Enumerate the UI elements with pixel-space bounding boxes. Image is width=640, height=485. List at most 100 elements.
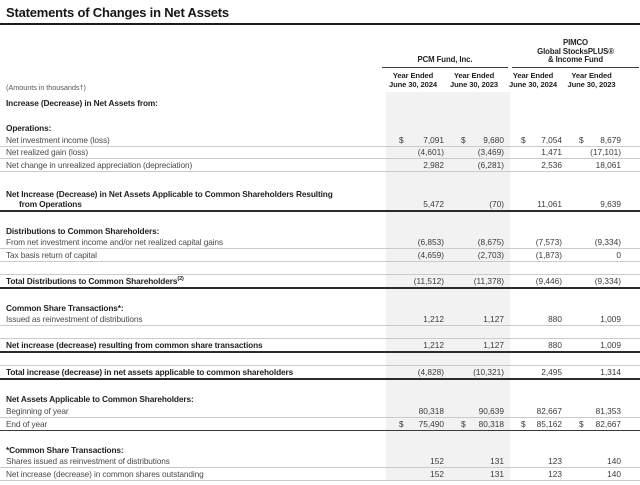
value-cell: (4,659) (417, 249, 444, 260)
value-cell: (17,101) (590, 147, 621, 157)
row-label: Net increase (decrease) in common shares… (6, 468, 204, 479)
row-label: Total Distributions to Common Shareholde… (6, 275, 184, 286)
row-label: Net change in unrealized appreciation (d… (6, 159, 193, 170)
row-label: Net increase (decrease) resulting from c… (6, 340, 263, 350)
dollar-sign: $ (521, 418, 526, 429)
value-cell: (3,469) (477, 147, 504, 157)
value-cell: 880 (548, 314, 562, 324)
spacer-row (0, 289, 640, 301)
spacer-row (0, 109, 640, 121)
value-cell: (9,446) (535, 275, 562, 286)
dollar-sign: $ (461, 134, 466, 145)
value-cell: (6,853) (417, 237, 444, 247)
value-cell: (6,281) (477, 159, 504, 170)
row-label: Net realized gain (loss) (6, 147, 88, 157)
table-row: Issued as reinvestment of distributions 1… (0, 314, 640, 326)
table-row: *Common Share Transactions: (0, 443, 640, 456)
table-row: Distributions to Common Shareholders: (0, 224, 640, 237)
table-row: Shares issued as reinvestment of distrib… (0, 456, 640, 468)
value-cell: (4,601) (417, 147, 444, 157)
row-label: End of year (6, 418, 48, 429)
statements-table: Increase (Decrease) in Net Assets from: O… (0, 92, 640, 481)
value-cell: 1,314 (600, 367, 621, 377)
value-cell: 1,009 (600, 340, 621, 350)
dollar-sign: $ (521, 134, 526, 145)
row-label: Net Assets Applicable to Common Sharehol… (6, 394, 194, 404)
row-label: Issued as reinvestment of distributions (6, 314, 143, 324)
value-cell: (7,573) (535, 237, 562, 247)
spacer-row (0, 431, 640, 443)
value-cell: $7,054 (521, 134, 562, 145)
value-cell: 18,061 (595, 159, 621, 170)
value-cell: (10,321) (473, 367, 504, 377)
value-cell: $9,680 (461, 134, 504, 145)
row-label: *Common Share Transactions: (6, 444, 124, 455)
value-cell: (2,703) (477, 249, 504, 260)
value-cell: (9,334) (594, 237, 621, 247)
value-cell: 123 (548, 456, 562, 466)
gray-column-band (386, 92, 510, 481)
fund-group-header-pcm: PCM Fund, Inc. (382, 25, 508, 68)
value-cell: 1,127 (483, 314, 504, 324)
fund-group-header-pimco: PIMCO Global StocksPLUS® & Income Fund (512, 25, 639, 68)
dollar-sign: $ (399, 134, 404, 145)
value-cell: 11,061 (537, 198, 562, 209)
value-cell: 140 (607, 456, 621, 466)
value-cell: 90,639 (478, 405, 504, 416)
row-label: Tax basis return of capital (6, 249, 97, 260)
fund-group-label: PIMCO (562, 38, 589, 48)
table-row: Net increase (decrease) resulting from c… (0, 338, 640, 353)
table-row: Total increase (decrease) in net assets … (0, 365, 640, 380)
table-header: PCM Fund, Inc. PIMCO Global StocksPLUS® … (0, 25, 640, 92)
spacer-row (0, 380, 640, 392)
row-label: Total increase (decrease) in net assets … (6, 367, 294, 377)
value-cell: 880 (548, 340, 562, 350)
year-column-header: Year Ended June 30, 2024 (388, 71, 438, 89)
table-row: From net investment income and/or net re… (0, 237, 640, 249)
value-cell: (4,828) (417, 367, 444, 377)
dollar-sign: $ (579, 418, 584, 429)
table-row: Net investment income (loss) $7,091 $9,680… (0, 134, 640, 147)
row-label: Net investment income (loss) (6, 134, 110, 145)
table-row: End of year $75,490 $80,318 $85,162 $82,667 (0, 418, 640, 431)
year-header-row: Year Ended June 30, 2024 Year Ended June… (0, 71, 640, 89)
row-label: From net investment income and/or net re… (6, 237, 223, 247)
dollar-sign: $ (399, 418, 404, 429)
table-row: Total Distributions to Common Shareholde… (0, 273, 640, 289)
table-row: Net realized gain (loss) (4,601) (3,469) 1,… (0, 147, 640, 159)
value-cell: 2,536 (541, 159, 562, 170)
fund-group-label: PCM Fund, Inc. (417, 55, 473, 65)
value-cell: $7,091 (399, 134, 444, 145)
row-label: Operations: (6, 123, 52, 133)
value-cell: 131 (490, 456, 504, 466)
value-cell: 140 (607, 468, 621, 479)
spacer-row (0, 172, 640, 184)
value-cell: (9,334) (594, 275, 621, 286)
value-cell: 1,212 (423, 314, 444, 324)
value-cell: $82,667 (579, 418, 621, 429)
year-column-header: Year Ended June 30, 2023 (449, 71, 499, 89)
value-cell: (11,378) (473, 275, 504, 286)
table-row: Operations: (0, 121, 640, 134)
dollar-sign: $ (579, 134, 584, 145)
dollar-sign: $ (461, 418, 466, 429)
table-row: Net change in unrealized appreciation (d… (0, 159, 640, 172)
value-cell: $85,162 (521, 418, 562, 429)
page-title: Statements of Changes in Net Assets (0, 0, 640, 25)
value-cell: 1,471 (541, 147, 562, 157)
value-cell: (11,512) (413, 275, 444, 286)
amounts-note: (Amounts in thousands†) (6, 83, 86, 92)
row-label: Shares issued as reinvestment of distrib… (6, 456, 170, 466)
value-cell: 131 (490, 468, 504, 479)
value-cell: 80,318 (418, 405, 444, 416)
table-row: Increase (Decrease) in Net Assets from: (0, 92, 640, 109)
spacer-row (0, 353, 640, 365)
table-row: Net increase (decrease) in common shares… (0, 468, 640, 481)
value-cell: (70) (489, 198, 504, 209)
spacer-row (0, 262, 640, 274)
value-cell: (1,873) (535, 249, 562, 260)
value-cell: 152 (430, 468, 444, 479)
row-label: Common Share Transactions*: (6, 302, 124, 313)
table-row: Tax basis return of capital (4,659) (2,703… (0, 249, 640, 262)
